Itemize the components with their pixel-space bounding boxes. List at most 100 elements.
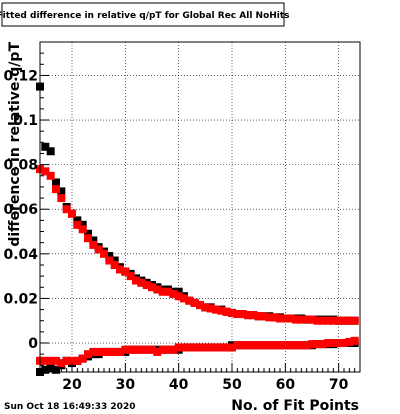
series-2 (36, 165, 359, 325)
data-point (126, 345, 135, 354)
data-point (318, 316, 327, 325)
y-tick-label: 0.1 (13, 113, 38, 129)
y-tick-label: 0.12 (3, 68, 38, 84)
data-point (270, 313, 279, 322)
data-point (249, 311, 258, 320)
data-point (350, 316, 359, 325)
data-point (254, 341, 263, 350)
timestamp: Sun Oct 18 16:49:33 2020 (4, 402, 135, 412)
data-point (350, 336, 359, 345)
data-point (302, 341, 311, 350)
data-point (153, 347, 162, 356)
data-point (100, 347, 108, 356)
data-point (137, 278, 146, 287)
data-point (84, 229, 92, 238)
data-point (52, 185, 60, 194)
data-point (324, 316, 332, 325)
series-0 (36, 82, 359, 325)
data-point (180, 343, 188, 352)
data-point (62, 356, 71, 365)
data-point (89, 347, 98, 356)
x-tick-label: 30 (116, 377, 136, 393)
data-point (57, 194, 66, 203)
data-point (286, 314, 295, 323)
data-point (206, 343, 215, 352)
data-point (270, 341, 279, 350)
data-point (89, 236, 98, 245)
data-point (148, 345, 156, 354)
data-point (110, 256, 119, 265)
data-point (201, 303, 210, 312)
data-point (78, 220, 87, 229)
data-point (62, 205, 71, 214)
data-point (46, 147, 55, 156)
data-point (126, 272, 135, 281)
data-point (116, 347, 124, 356)
data-point (153, 285, 162, 294)
data-point (334, 339, 343, 348)
data-point (164, 345, 172, 354)
data-point (158, 287, 167, 296)
data-point (238, 341, 247, 350)
data-point (297, 341, 306, 350)
data-point (148, 283, 156, 292)
axes: 20 30 40 50 60 70 0 0.02 0.04 0.06 0.08 0.1 0.12 (3, 52, 361, 393)
data-point (110, 347, 119, 356)
data-point (217, 343, 226, 352)
data-point (73, 216, 82, 225)
data-point (217, 306, 226, 315)
data-point (281, 314, 290, 323)
data-point (94, 347, 103, 356)
data-point (41, 142, 50, 151)
data-point (116, 265, 124, 274)
data-point (73, 356, 82, 365)
data-point (190, 298, 199, 307)
x-tick-label: 70 (329, 377, 349, 393)
data-point (244, 341, 252, 350)
data-point (340, 316, 348, 325)
data-point (174, 292, 183, 301)
data-point (105, 256, 114, 265)
data-point (329, 339, 338, 348)
data-point (260, 312, 268, 321)
data-point (308, 315, 316, 324)
data-point (297, 315, 306, 324)
series-3 (36, 336, 359, 368)
data-point (57, 359, 66, 368)
data-point (94, 245, 103, 254)
data-point (121, 345, 130, 354)
data-point (132, 345, 140, 354)
title-box: Fitted difference in relative q/pT for G… (0, 2, 290, 27)
data-point (89, 240, 98, 249)
x-tick-label: 40 (169, 377, 189, 393)
chart-title: Fitted difference in relative q/pT for G… (0, 11, 290, 21)
data-point (68, 209, 76, 218)
data-point (137, 345, 146, 354)
data-point (190, 343, 199, 352)
data-point (313, 340, 322, 349)
data-point (169, 289, 178, 298)
data-point (302, 315, 311, 324)
data-point (308, 340, 316, 349)
data-point (313, 316, 322, 325)
data-point (334, 316, 343, 325)
data-point (105, 347, 114, 356)
data-point (142, 345, 151, 354)
data-point (238, 310, 247, 319)
data-point (46, 171, 55, 180)
data-point (276, 314, 284, 323)
data-series (36, 82, 359, 376)
data-point (46, 356, 55, 365)
data-point (286, 341, 295, 350)
y-tick-label: 0.04 (3, 247, 38, 263)
data-point (110, 260, 119, 269)
data-point (158, 345, 167, 354)
data-point (185, 343, 194, 352)
x-tick-label: 60 (276, 377, 296, 393)
data-point (244, 311, 252, 320)
data-point (265, 341, 274, 350)
x-tick-label: 20 (62, 377, 82, 393)
data-point (196, 301, 204, 310)
data-point (68, 356, 76, 365)
